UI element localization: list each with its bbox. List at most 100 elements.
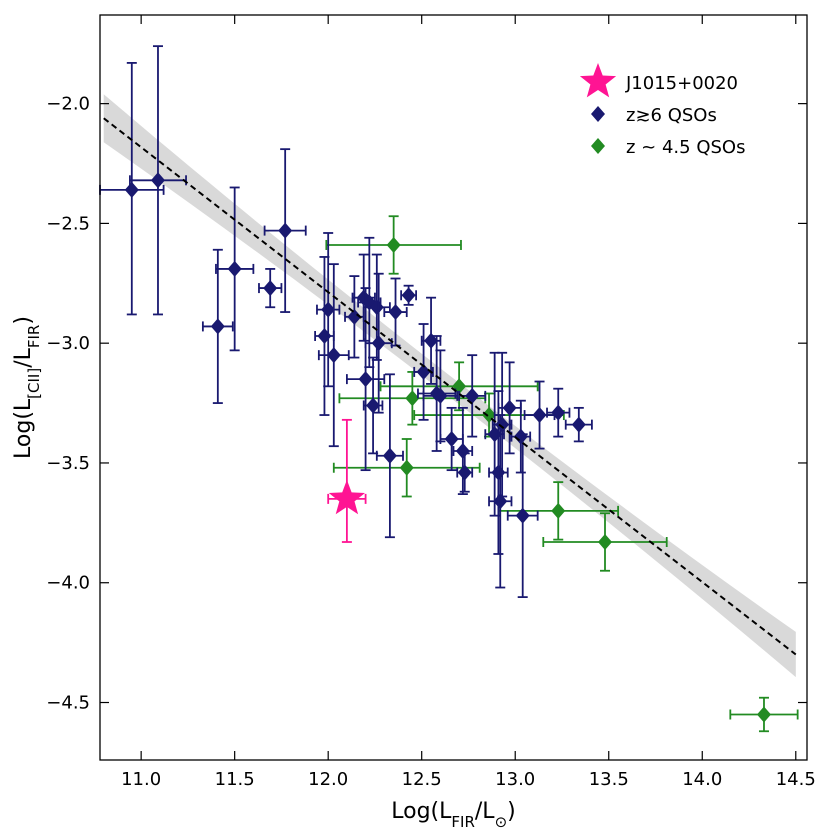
plot-frame bbox=[99, 14, 808, 761]
z6-qso-marker-15 bbox=[371, 335, 386, 352]
fit-line-layer bbox=[103, 117, 797, 656]
z6-qso-marker-22 bbox=[433, 387, 448, 404]
z6-qso-marker-11 bbox=[358, 371, 373, 388]
z45-qso-marker-5 bbox=[551, 502, 566, 519]
fit-line bbox=[103, 117, 797, 656]
legend-z6-label: z≳6 QSOs bbox=[626, 105, 717, 126]
z6-qso-marker-17 bbox=[388, 304, 403, 321]
z45-qso-point-2 bbox=[338, 371, 487, 426]
x-axis-label: Log(LFIR/L⊙) bbox=[391, 799, 515, 830]
z6-qso-point-16 bbox=[375, 373, 404, 539]
y-tick-label-3: −3.5 bbox=[46, 453, 90, 474]
z6-qso-marker-28 bbox=[491, 464, 506, 481]
z6-qso-point-9 bbox=[344, 275, 365, 359]
z6-qso-marker-35 bbox=[551, 404, 566, 421]
z6-qso-point-14 bbox=[362, 253, 391, 361]
z45-qso-point-1 bbox=[332, 438, 481, 498]
y-axis-label: Log(L[CII]/LFIR) bbox=[11, 316, 43, 459]
legend-z6-marker bbox=[591, 106, 605, 122]
y-tick-label-1: −2.5 bbox=[46, 213, 90, 234]
axis-ticks-layer: 11.0 11.5 12.0 12.5 13.0 13.5 14.0 14.5 −2.0 −2.5… bbox=[46, 15, 816, 790]
z6-qso-point-18 bbox=[400, 284, 417, 306]
z6-qso-point-22 bbox=[422, 349, 459, 443]
z6-qso-marker-9 bbox=[347, 308, 362, 325]
z6-qso-marker-7 bbox=[321, 301, 336, 318]
z6-qso-point-15 bbox=[364, 272, 393, 414]
y-tick-label-5: −4.5 bbox=[46, 693, 90, 714]
data-points-layer bbox=[99, 45, 799, 733]
z45-qso-marker-6 bbox=[598, 534, 612, 551]
z6-qso-marker-4 bbox=[263, 280, 278, 297]
z6-qso-point-7 bbox=[316, 232, 341, 388]
x-tick-label-6: 14.0 bbox=[682, 769, 722, 790]
x-tick-label-5: 13.5 bbox=[589, 769, 629, 790]
z6-qso-marker-24 bbox=[455, 442, 470, 459]
z6-qso-point-25 bbox=[456, 452, 474, 493]
z6-qso-marker-33 bbox=[515, 507, 530, 524]
z6-qso-marker-6 bbox=[317, 327, 332, 344]
z45-qso-point-6 bbox=[542, 512, 668, 572]
y-tick-label-0: −2.0 bbox=[46, 94, 90, 115]
z6-qso-marker-5 bbox=[278, 222, 293, 239]
z6-qso-point-33 bbox=[506, 433, 539, 599]
z6-qso-point-8 bbox=[317, 263, 350, 448]
z6-qso-marker-2 bbox=[210, 318, 225, 335]
z6-qso-marker-3 bbox=[227, 260, 242, 277]
x-tick-label-0: 11.0 bbox=[121, 769, 161, 790]
z45-qso-marker-2 bbox=[405, 390, 420, 407]
z6-qso-point-17 bbox=[383, 277, 408, 347]
z6-qso-marker-36 bbox=[571, 416, 586, 433]
z6-qso-point-13 bbox=[362, 356, 384, 455]
z45-qso-point-7 bbox=[729, 696, 799, 733]
z6-qso-marker-19 bbox=[416, 363, 431, 380]
z6-qso-marker-16 bbox=[382, 447, 397, 464]
legend-z45-label: z ~ 4.5 QSOs bbox=[626, 137, 745, 158]
x-tick-label-1: 11.5 bbox=[215, 769, 255, 790]
x-tick-label-2: 12.0 bbox=[308, 769, 348, 790]
z6-qso-point-32 bbox=[510, 399, 532, 474]
z6-qso-point-1 bbox=[129, 45, 187, 316]
z45-qso-point-3 bbox=[379, 361, 539, 412]
z6-qso-point-23 bbox=[439, 406, 464, 472]
z6-qso-point-11 bbox=[345, 287, 386, 472]
z6-qso-marker-8 bbox=[326, 347, 341, 364]
z45-qso-marker-0 bbox=[386, 236, 401, 253]
z6-qso-marker-0 bbox=[124, 181, 139, 198]
z6-qso-marker-31 bbox=[502, 399, 517, 416]
y-tick-label-2: −3.0 bbox=[46, 333, 90, 354]
z45-qso-marker-1 bbox=[399, 459, 414, 476]
z6-qso-marker-13 bbox=[366, 397, 381, 414]
z6-qso-point-30 bbox=[491, 351, 513, 498]
z6-qso-point-2 bbox=[201, 248, 234, 404]
z6-qso-point-4 bbox=[258, 268, 283, 309]
z6-qso-point-24 bbox=[452, 406, 474, 495]
z6-qso-point-36 bbox=[564, 406, 593, 443]
z6-qso-marker-23 bbox=[444, 431, 459, 448]
z6-qso-marker-14 bbox=[369, 299, 384, 316]
z6-qso-marker-34 bbox=[532, 407, 547, 424]
z6-qso-point-5 bbox=[263, 148, 307, 313]
z6-qso-marker-32 bbox=[513, 428, 528, 445]
x-tick-label-4: 13.0 bbox=[495, 769, 535, 790]
j1015-star-marker bbox=[328, 479, 365, 515]
x-tick-label-7: 14.5 bbox=[776, 769, 816, 790]
z6-qso-point-3 bbox=[215, 186, 255, 352]
z6-qso-point-27 bbox=[484, 351, 505, 517]
y-tick-label-4: −4.0 bbox=[46, 573, 90, 594]
legend-star-marker bbox=[579, 63, 617, 98]
z6-qso-marker-18 bbox=[401, 287, 416, 304]
z6-qso-marker-1 bbox=[150, 172, 165, 189]
z6-qso-point-0 bbox=[99, 62, 165, 316]
j1015-star-point-0 bbox=[327, 418, 367, 543]
z6-qso-point-26 bbox=[458, 354, 487, 438]
z6-qso-marker-30 bbox=[495, 416, 510, 433]
x-tick-label-3: 12.5 bbox=[402, 769, 442, 790]
z6-qso-point-35 bbox=[546, 387, 571, 438]
legend: J1015+0020 z≳6 QSOs z ~ 4.5 QSOs bbox=[579, 63, 745, 158]
legend-z45-marker bbox=[591, 138, 605, 154]
z6-qso-point-31 bbox=[497, 361, 522, 455]
z45-qso-point-5 bbox=[497, 481, 619, 541]
z6-qso-marker-25 bbox=[457, 464, 472, 481]
z45-qso-point-0 bbox=[325, 215, 462, 275]
